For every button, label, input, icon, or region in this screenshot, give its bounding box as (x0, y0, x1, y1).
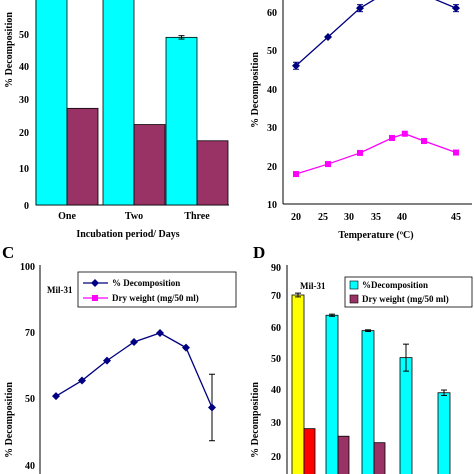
panel-c-legend-marker (92, 295, 98, 301)
panel-c-y-label: % Decomposition (4, 382, 15, 458)
panel-c-strain-label: Mil-31 (47, 285, 73, 295)
panel-c-point (130, 337, 138, 346)
panel-a-y-label: % Decomposition (4, 12, 15, 88)
panel-d-bar (437, 392, 451, 474)
panel-b-y-label: % Decomposition (250, 52, 261, 128)
panel-b-xtick: 20 (291, 212, 301, 223)
panel-b-point (324, 32, 332, 41)
panel-b-xtick: 25 (318, 212, 328, 223)
panel-d-y-label: % Decomposition (250, 382, 261, 458)
panel-c-legend (77, 271, 237, 308)
panel-a-ytick: 50 (19, 30, 29, 41)
panel-b-point (293, 171, 299, 178)
panel-b-point (452, 4, 460, 13)
panel-b-point (357, 149, 363, 156)
panel-b-point (356, 4, 364, 13)
panel-b-series-line (295, 133, 457, 175)
panel-c-point (208, 403, 216, 412)
panel-d: D 20 30 40 50 60 70 90 % Decomposition M… (250, 243, 473, 474)
panel-b-series (292, 0, 460, 178)
panel-a-bar (196, 140, 229, 206)
panel-b-point (401, 130, 408, 137)
panel-a-xtick: One (58, 211, 76, 222)
panel-b-xtick: 40 (397, 212, 407, 223)
panel-c-legend-label: % Decomposition (112, 278, 180, 288)
panel-c-point (103, 356, 111, 365)
panel-b-series-line (295, 0, 457, 67)
panel-c-ytick: 50 (25, 394, 35, 405)
panel-b-ytick: 20 (267, 162, 277, 173)
panel-c-point (78, 376, 86, 385)
panel-c: C 40 50 70 100 % Decomposition Mil-31 % … (2, 243, 237, 474)
panel-d-bar (361, 330, 375, 474)
panel-a-ytick: 0 (24, 201, 29, 212)
panel-d-legend-swatch (349, 294, 359, 304)
panel-b-ytick: 40 (267, 85, 277, 96)
panel-d-ytick: 70 (271, 291, 281, 302)
panel-d-ytick: 90 (271, 263, 281, 274)
panel-c-ytick: 100 (20, 262, 35, 273)
panel-d-bar (325, 314, 339, 474)
panel-d-letter: D (253, 243, 265, 262)
panel-d-ytick: 60 (271, 323, 281, 334)
panel-d-legend (344, 276, 473, 308)
panel-b-point (453, 149, 459, 156)
panel-a-bar (35, 0, 68, 206)
panel-d-bars (291, 292, 451, 474)
panel-b-xtick: 45 (451, 212, 461, 223)
panel-b-xtick: 35 (371, 212, 381, 223)
panel-b-point (325, 161, 331, 168)
panel-d-ytick: 40 (271, 385, 281, 396)
panel-a-xtick: Three (184, 211, 210, 222)
panel-b-ytick: 30 (267, 123, 277, 134)
panel-a-x-label: Incubation period/ Days (76, 229, 179, 240)
panel-d-strain-label: Mil-31 (300, 281, 326, 291)
panel-d-bar (291, 294, 305, 474)
panel-b-x-label: Temperature (ºC) (338, 230, 413, 241)
panel-b-point (421, 138, 427, 145)
panel-d-bar (337, 435, 350, 474)
panel-a-ytick: 30 (19, 95, 29, 106)
panel-d-legend-swatch (349, 280, 359, 290)
panel-c-point (156, 329, 164, 337)
panel-b-point (292, 61, 300, 70)
panel-d-ytick: 20 (271, 452, 281, 463)
panel-c-ytick: 70 (25, 328, 35, 339)
panel-b-xtick: 30 (344, 212, 354, 223)
panel-a-ytick: 10 (19, 164, 29, 175)
panel-b: 10 20 30 40 50 60 20 25 30 35 40 45 Temp… (250, 0, 472, 241)
panel-d-bar (303, 428, 316, 474)
panel-a-ytick: 20 (19, 128, 29, 139)
panel-d-ytick: 50 (271, 354, 281, 365)
panel-a-bar (102, 0, 135, 206)
panel-d-ytick: 30 (271, 418, 281, 429)
panel-a: 0 10 20 30 40 50 One Two Three Incubatio… (4, 0, 229, 240)
panel-c-letter: C (2, 243, 14, 262)
panel-b-ytick: 60 (267, 8, 277, 19)
panel-d-bar (373, 442, 386, 474)
panel-b-ytick: 50 (267, 46, 277, 57)
panel-c-series (52, 329, 216, 442)
panel-c-point (52, 392, 60, 401)
panel-c-legend-label: Dry weight (mg/50 ml) (112, 293, 199, 303)
panel-d-legend-label: Dry weight (mg/50 ml) (362, 294, 449, 304)
panel-d-bar (399, 357, 413, 474)
panel-a-bar (66, 107, 99, 206)
panel-b-ytick: 10 (267, 200, 277, 211)
panel-a-xtick: Two (125, 211, 143, 222)
panel-d-legend-label: %Decomposition (362, 280, 428, 290)
panel-b-point (389, 134, 395, 141)
panel-a-bar (133, 124, 166, 206)
panel-a-bars (35, 0, 229, 206)
panel-c-legend-marker (91, 279, 99, 287)
panel-c-ytick: 40 (25, 461, 35, 472)
panel-a-ytick: 40 (19, 62, 29, 73)
panel-c-point (182, 343, 190, 352)
panel-a-bar (165, 36, 198, 206)
